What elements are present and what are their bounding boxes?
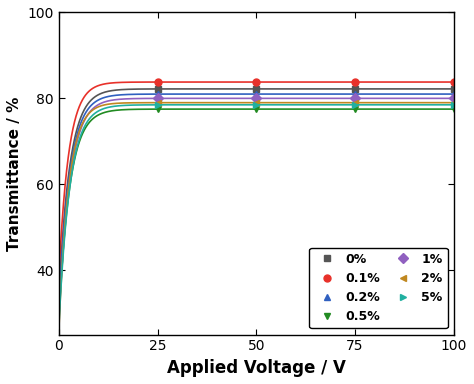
1% [155,96,160,101]
0.1% [254,80,259,84]
Line: 1%: 1% [154,95,457,102]
5% [254,103,259,107]
Line: 0.5%: 0.5% [154,106,457,113]
5% [451,103,457,107]
2% [155,100,160,105]
5% [352,103,358,107]
Y-axis label: Transmittance / %: Transmittance / % [7,96,22,251]
1% [254,96,259,101]
0% [254,87,259,91]
Line: 0%: 0% [154,85,457,93]
1% [451,96,457,101]
Line: 0.1%: 0.1% [154,79,457,86]
0% [352,87,358,91]
0% [451,87,457,91]
0% [155,87,160,91]
0.2% [352,92,358,96]
0.2% [254,92,259,96]
Legend: 0%, 0.1%, 0.2%, 0.5%, 1%, 2%, 5%: 0%, 0.1%, 0.2%, 0.5%, 1%, 2%, 5% [309,248,447,328]
X-axis label: Applied Voltage / V: Applied Voltage / V [167,359,346,377]
0.5% [254,107,259,111]
0.5% [352,107,358,111]
2% [352,100,358,105]
Line: 5%: 5% [154,101,457,108]
0.1% [451,80,457,84]
2% [451,100,457,105]
0.2% [451,92,457,96]
Line: 0.2%: 0.2% [154,91,457,98]
Line: 2%: 2% [154,99,457,106]
0.5% [155,107,160,111]
0.1% [352,80,358,84]
0.1% [155,80,160,84]
0.5% [451,107,457,111]
2% [254,100,259,105]
1% [352,96,358,101]
0.2% [155,92,160,96]
5% [155,103,160,107]
